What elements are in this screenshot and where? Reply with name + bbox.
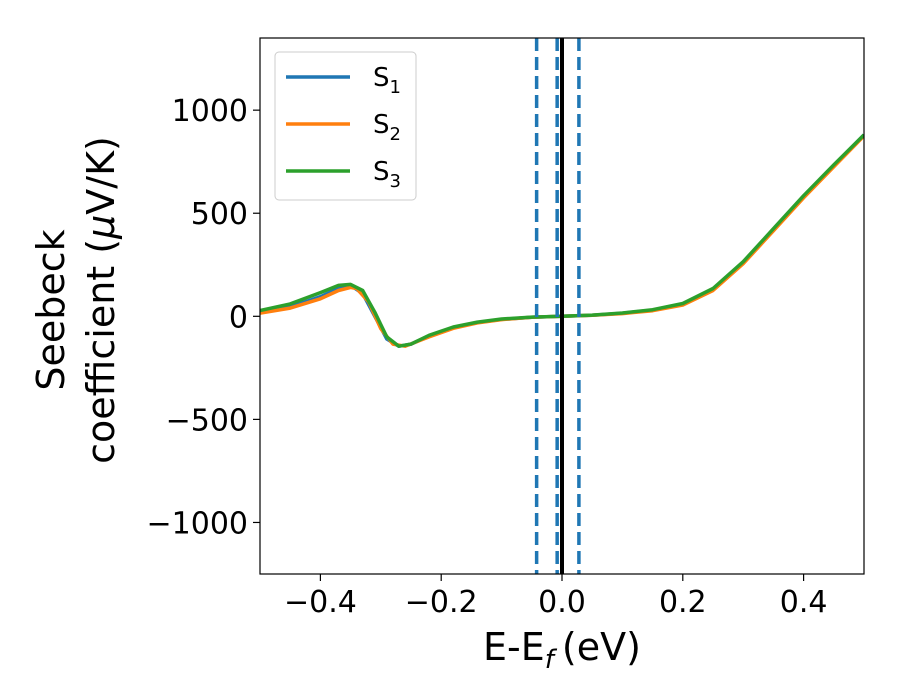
y-axis-label-unit: V/K) (79, 136, 123, 215)
legend-label-2: S2 (373, 110, 401, 145)
x-axis-label-sub: f (545, 645, 558, 675)
series-line-3 (260, 133, 864, 348)
x-tick-label: 0.2 (659, 585, 707, 620)
y-tick-label: −500 (166, 403, 248, 438)
x-tick-label: −0.4 (284, 585, 357, 620)
y-tick-label: −1000 (147, 506, 248, 541)
legend-label-3: S3 (373, 157, 401, 192)
y-axis-label-mu: μ (79, 215, 123, 240)
y-axis-label-line1: Seebeck (29, 229, 73, 390)
x-axis-label-unit: (eV) (562, 625, 641, 669)
x-tick-label: 0.4 (780, 585, 828, 620)
legend: S1 S2 S3 (274, 51, 417, 201)
y-axis-label-text: coefficient ( (79, 239, 123, 464)
y-axis-label: Seebeck coefficient (μV/K) (29, 136, 123, 464)
y-tick-label: 1000 (172, 94, 248, 129)
x-axis-label: E-Ef (eV) (483, 625, 641, 675)
x-axis-label-main: E-E (483, 625, 545, 669)
legend-box (274, 51, 417, 201)
x-axis-ticks: −0.4 −0.2 0.0 0.2 0.4 (284, 574, 827, 620)
x-tick-label: −0.2 (405, 585, 478, 620)
y-axis-ticks: −1000 −500 0 500 1000 (147, 94, 260, 541)
legend-label-1: S1 (373, 63, 401, 98)
y-tick-label: 0 (229, 300, 248, 335)
y-axis-label-line2: coefficient (μV/K) (79, 136, 123, 464)
plot-area (260, 38, 864, 574)
y-tick-label: 500 (191, 197, 248, 232)
x-tick-label: 0.0 (538, 585, 586, 620)
